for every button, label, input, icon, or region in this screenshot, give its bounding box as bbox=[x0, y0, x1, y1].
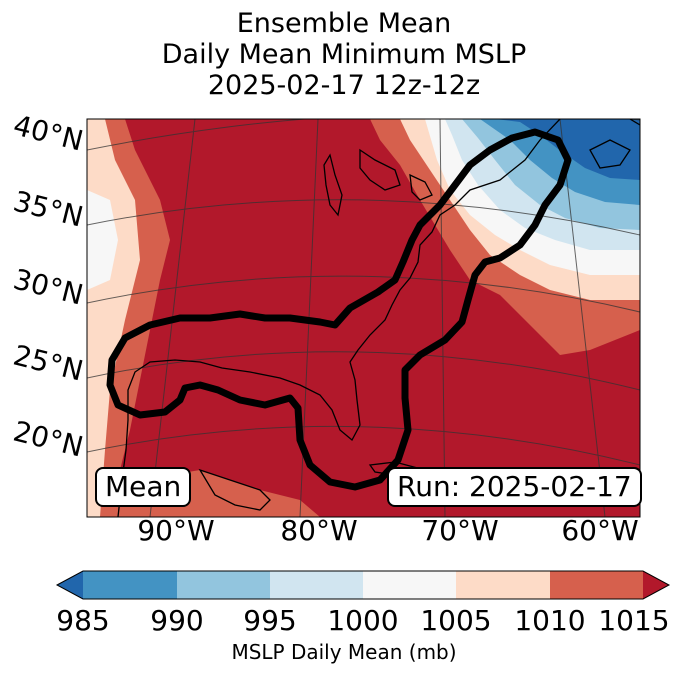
colorbar-bin-1005-1010 bbox=[456, 571, 550, 599]
title-line-3: 2025-02-17 12z-12z bbox=[207, 70, 481, 101]
colorbar-tick-990: 990 bbox=[150, 604, 204, 637]
colorbar-extend-low bbox=[57, 571, 83, 599]
colorbar-tick-1005: 1005 bbox=[420, 604, 492, 637]
colorbar-tick-985: 985 bbox=[56, 604, 110, 637]
title-line-1: Ensemble Mean bbox=[236, 8, 452, 39]
colorbar-bin-990-995 bbox=[177, 571, 270, 599]
run-date-box: Run: 2025-02-17 bbox=[387, 467, 642, 507]
field-1000-1005-west bbox=[87, 190, 118, 290]
colorbar-tick-1015: 1015 bbox=[598, 604, 670, 637]
colorbar-bin-1000-1005 bbox=[363, 571, 456, 599]
lon-label-90w: 90°W bbox=[137, 514, 215, 547]
colorbar-tick-1010: 1010 bbox=[514, 604, 586, 637]
colorbar-tick-1000: 1000 bbox=[327, 604, 399, 637]
lon-label-60w: 60°W bbox=[561, 514, 639, 547]
mean-label-box: Mean bbox=[95, 467, 192, 507]
title-line-2: Daily Mean Minimum MSLP bbox=[161, 39, 527, 70]
colorbar-bin-995-1000 bbox=[270, 571, 363, 599]
colorbar bbox=[55, 570, 671, 600]
lon-label-70w: 70°W bbox=[421, 514, 499, 547]
colorbar-bin-1010-1015 bbox=[550, 571, 643, 599]
colorbar-tick-995: 995 bbox=[243, 604, 297, 637]
field-below-985 bbox=[495, 119, 640, 180]
map-area bbox=[87, 119, 640, 517]
colorbar-bin-985-990 bbox=[83, 571, 177, 599]
colorbar-label: MSLP Daily Mean (mb) bbox=[231, 640, 457, 664]
map-frame bbox=[86, 118, 641, 518]
probability-contour bbox=[106, 128, 572, 491]
colorbar-extend-high bbox=[643, 571, 669, 599]
lon-label-80w: 80°W bbox=[280, 514, 358, 547]
